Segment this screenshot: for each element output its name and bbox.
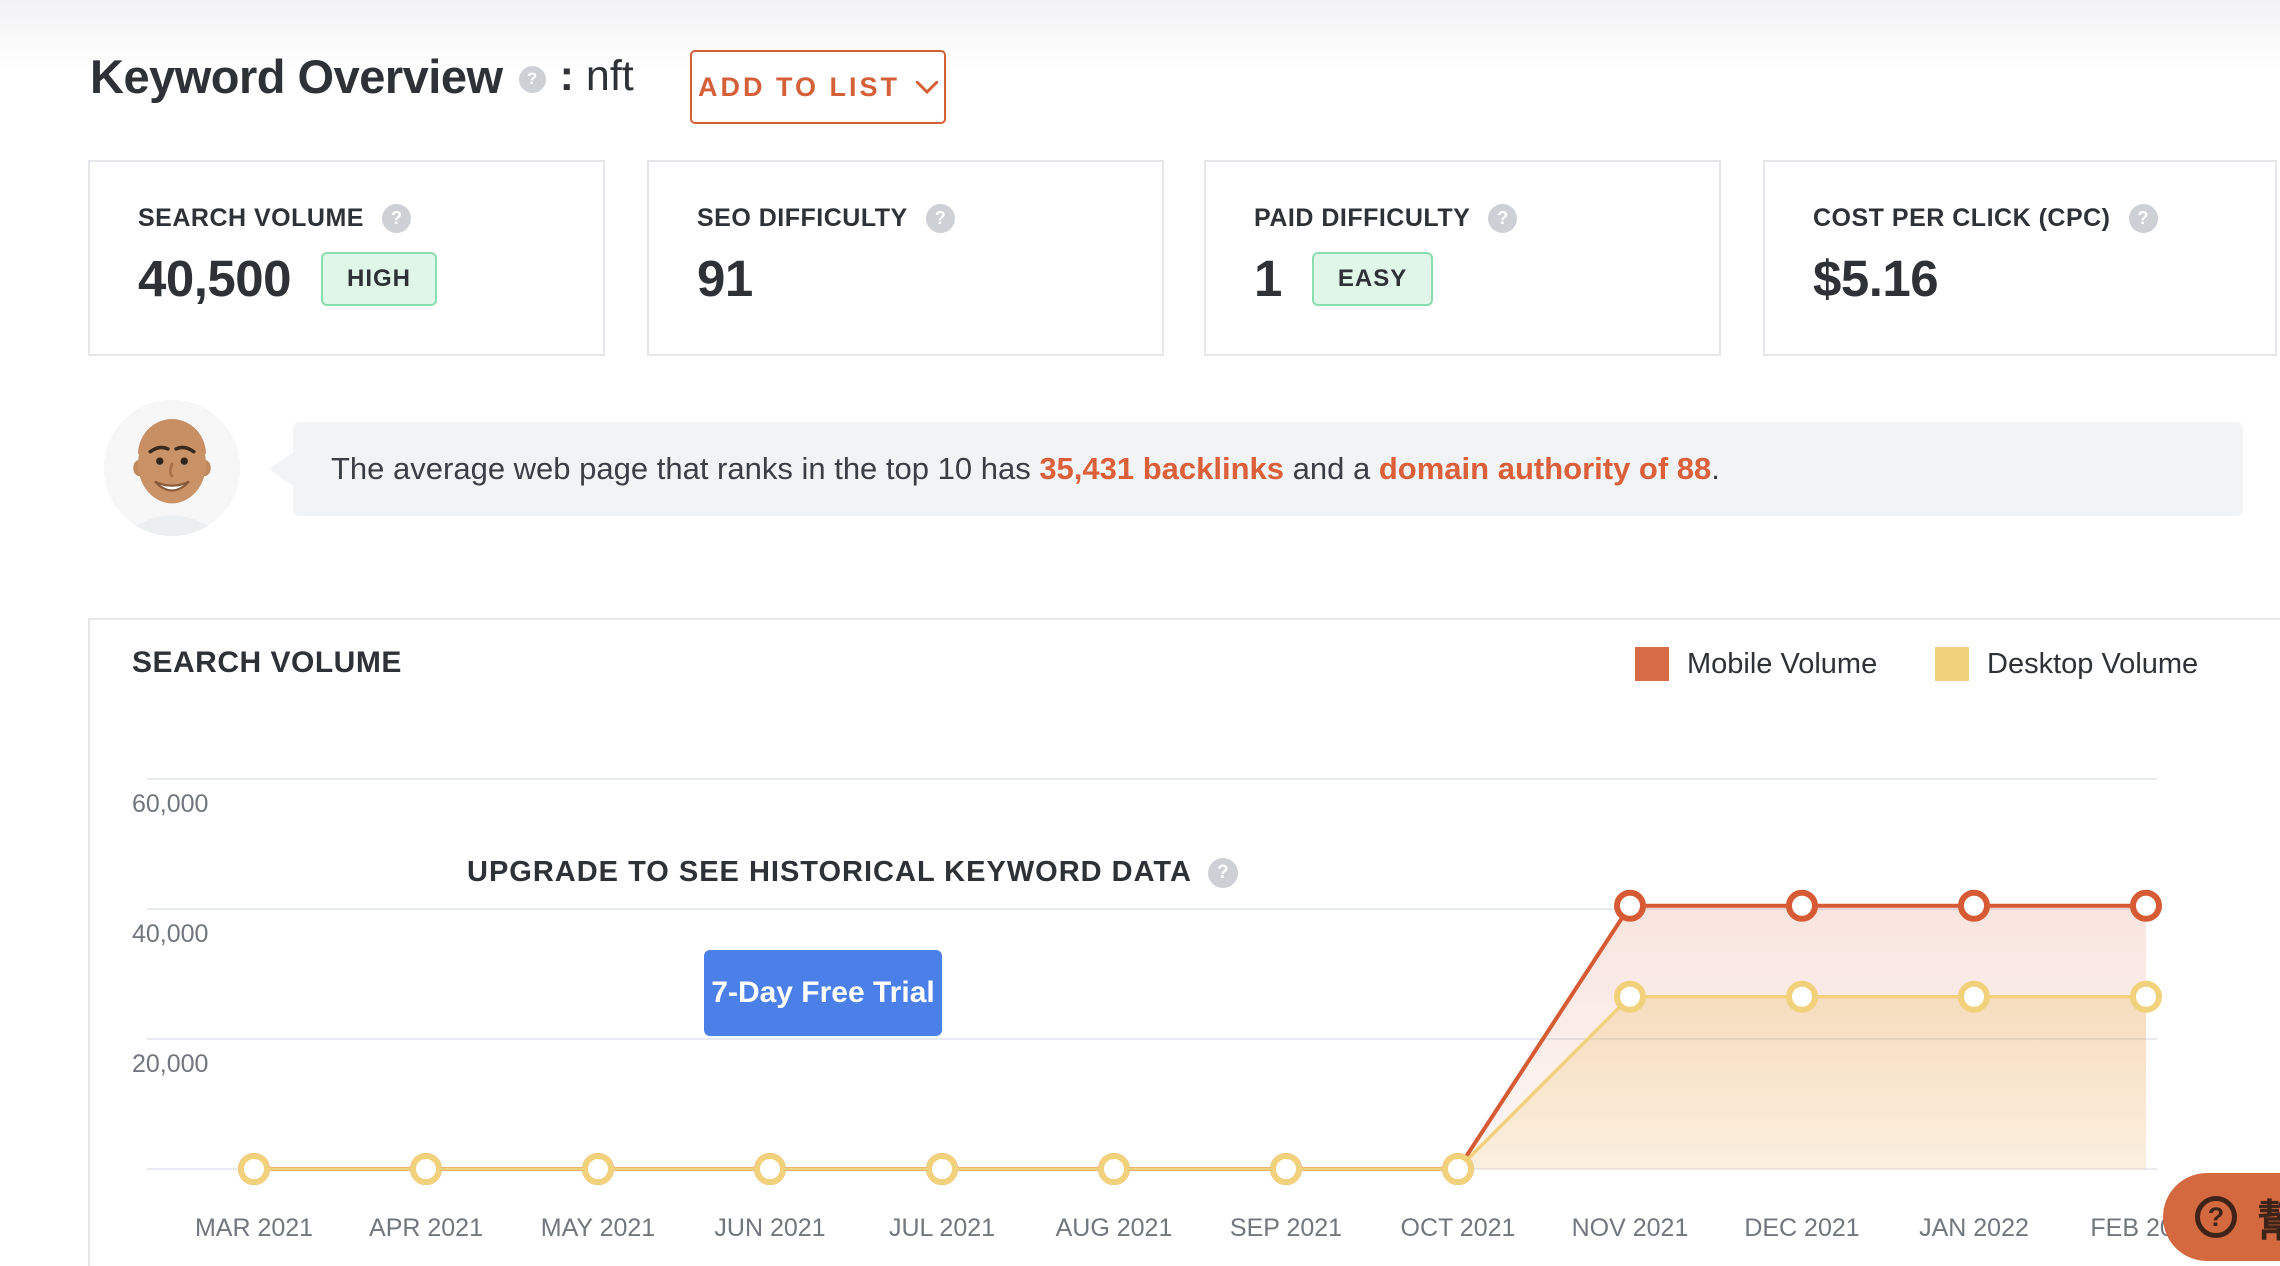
- insight-text-prefix: The average web page that ranks in the t…: [331, 451, 1040, 486]
- metric-card-search-volume: SEARCH VOLUME ? 40,500 HIGH: [88, 160, 605, 356]
- x-axis-month-label: MAY 2021: [541, 1214, 655, 1242]
- desktop-data-point[interactable]: [1786, 980, 1818, 1013]
- avatar-face-illustration: [104, 400, 240, 536]
- upgrade-banner: UPGRADE TO SEE HISTORICAL KEYWORD DATA ?: [467, 856, 1238, 889]
- status-badge: HIGH: [321, 251, 437, 306]
- search-volume-chart-card: 20,000 40,000 60,000 MAR 2021 APR 2021 MAY 20…: [88, 618, 2280, 1266]
- mobile-volume-swatch: [1635, 647, 1669, 681]
- x-axis-month-label: OCT 2021: [1401, 1214, 1516, 1242]
- chart-title: SEARCH VOLUME: [132, 646, 402, 679]
- help-widget-button[interactable]: ? 幫: [2163, 1173, 2280, 1261]
- desktop-volume-swatch: [1935, 647, 1969, 681]
- add-to-list-button[interactable]: ADD TO LIST: [690, 50, 946, 124]
- upgrade-text: UPGRADE TO SEE HISTORICAL KEYWORD DATA: [467, 856, 1192, 888]
- upgrade-help-icon[interactable]: ?: [1207, 857, 1238, 888]
- metric-label: COST PER CLICK (CPC): [1813, 204, 2111, 232]
- mobile-data-point[interactable]: [1786, 889, 1818, 922]
- x-axis-month-label: SEP 2021: [1230, 1214, 1342, 1242]
- insight-backlinks-link[interactable]: 35,431 backlinks: [1039, 451, 1285, 486]
- page-header: Keyword Overview ? : nft: [90, 42, 634, 110]
- mobile-area-fill: [254, 905, 2146, 1169]
- metric-help-icon[interactable]: ?: [381, 204, 411, 233]
- metric-help-icon[interactable]: ?: [925, 204, 955, 233]
- mobile-data-point[interactable]: [2130, 889, 2162, 922]
- avatar: [104, 400, 240, 536]
- insight-text-middle: and a: [1284, 451, 1379, 486]
- status-badge: EASY: [1311, 251, 1434, 306]
- mobile-data-point[interactable]: [1614, 889, 1646, 922]
- desktop-data-point[interactable]: [926, 1153, 958, 1185]
- desktop-data-point[interactable]: [1270, 1153, 1302, 1185]
- insight-bubble: The average web page that ranks in the t…: [269, 422, 2243, 516]
- x-axis-month-label: DEC 2021: [1744, 1214, 1859, 1242]
- page-title: Keyword Overview: [90, 49, 503, 103]
- metric-value: 40,500: [138, 250, 292, 307]
- search-volume-chart: 20,000 40,000 60,000 MAR 2021 APR 2021 MAY 20…: [132, 778, 2202, 1242]
- add-to-list-label: ADD TO LIST: [698, 71, 901, 102]
- legend-label: Mobile Volume: [1687, 647, 1878, 680]
- metric-value: $5.16: [1813, 250, 1939, 307]
- legend-label: Desktop Volume: [1987, 647, 2199, 680]
- keyword-separator: :: [559, 51, 574, 100]
- y-axis-tick-label: 20,000: [132, 1050, 208, 1078]
- x-axis-month-label: AUG 2021: [1056, 1214, 1173, 1242]
- y-axis-tick-label: 40,000: [132, 920, 208, 948]
- question-mark-icon: ?: [2195, 1196, 2237, 1238]
- free-trial-button[interactable]: 7-Day Free Trial: [704, 950, 942, 1036]
- mobile-data-point[interactable]: [1958, 889, 1990, 922]
- legend-item-desktop: Desktop Volume: [1935, 647, 2198, 681]
- metric-help-icon[interactable]: ?: [1488, 204, 1518, 233]
- insight-text-suffix: .: [1711, 451, 1720, 486]
- desktop-data-point[interactable]: [1614, 980, 1646, 1013]
- top-gradient: [0, 0, 2280, 72]
- desktop-data-point[interactable]: [1958, 980, 1990, 1013]
- desktop-data-point[interactable]: [1098, 1153, 1130, 1185]
- x-axis-month-label: JUL 2021: [889, 1214, 995, 1242]
- desktop-data-point[interactable]: [2130, 980, 2162, 1013]
- legend-item-mobile: Mobile Volume: [1635, 647, 1877, 681]
- y-axis-tick-label: 60,000: [132, 790, 208, 818]
- x-axis-month-label: JUN 2021: [714, 1214, 825, 1242]
- metric-value: 1: [1254, 250, 1282, 307]
- metric-help-icon[interactable]: ?: [2128, 204, 2158, 233]
- help-widget-label: 幫: [2257, 1197, 2280, 1246]
- desktop-data-point[interactable]: [410, 1153, 442, 1185]
- desktop-volume-line: [254, 995, 2146, 1171]
- desktop-data-point[interactable]: [754, 1153, 786, 1185]
- metric-card-seo-difficulty: SEO DIFFICULTY ? 91: [647, 160, 1164, 356]
- x-axis-month-label: NOV 2021: [1572, 1214, 1689, 1242]
- metric-label: SEO DIFFICULTY: [697, 204, 908, 232]
- insight-domain-authority-link[interactable]: domain authority of 88: [1378, 451, 1712, 486]
- metric-card-paid-difficulty: PAID DIFFICULTY ? 1 EASY: [1204, 160, 1721, 356]
- desktop-data-point[interactable]: [1442, 1153, 1474, 1185]
- title-help-icon[interactable]: ?: [518, 65, 546, 93]
- insight-text: The average web page that ranks in the t…: [331, 451, 1720, 487]
- metric-value: 91: [697, 250, 753, 307]
- keyword-term: nft: [585, 51, 634, 100]
- desktop-data-point[interactable]: [238, 1153, 270, 1185]
- x-axis-month-label: JAN 2022: [1919, 1214, 2029, 1242]
- metric-card-cpc: COST PER CLICK (CPC) ? $5.16: [1763, 160, 2277, 356]
- metric-label: PAID DIFFICULTY: [1254, 204, 1471, 232]
- x-axis-month-label: MAR 2021: [195, 1214, 313, 1242]
- metric-label: SEARCH VOLUME: [138, 204, 364, 232]
- desktop-data-point[interactable]: [582, 1153, 614, 1185]
- x-axis-month-label: APR 2021: [369, 1214, 483, 1242]
- chevron-down-icon: [916, 80, 938, 94]
